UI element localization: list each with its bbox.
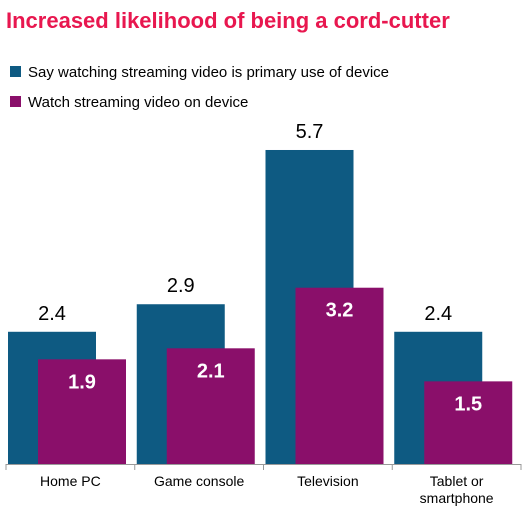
x-tick-label-tablet-or-smartphone: Tablet or smartphone xyxy=(420,473,494,506)
value-label-television-series-1: 3.2 xyxy=(326,300,354,322)
value-label-game-console-series-1: 2.1 xyxy=(197,360,225,382)
value-label-tablet-or-smartphone-series-1: 1.5 xyxy=(454,393,482,415)
legend-swatch-watch-streaming xyxy=(10,96,21,107)
value-label-television-series-0: 5.7 xyxy=(296,121,324,143)
legend-label-primary-use: Say watching streaming video is primary … xyxy=(28,64,389,81)
legend-swatch-primary-use xyxy=(10,66,21,77)
bar-game-console-series-1 xyxy=(166,348,255,464)
value-label-home-pc-series-1: 1.9 xyxy=(68,371,96,393)
legend: Say watching streaming video is primary … xyxy=(10,64,389,111)
x-ticks-layer xyxy=(5,464,522,470)
bar-tablet-or-smartphone-series-1 xyxy=(424,381,513,464)
bar-home-pc-series-1 xyxy=(38,359,126,464)
bars-layer xyxy=(8,149,513,464)
x-tick-label-game-console: Game console xyxy=(154,473,244,489)
x-tick-label-television: Television xyxy=(297,473,358,489)
value-label-game-console-series-0: 2.9 xyxy=(167,275,195,297)
value-label-home-pc-series-0: 2.4 xyxy=(38,303,66,325)
legend-label-watch-streaming: Watch streaming video on device xyxy=(28,94,248,111)
value-labels-layer: 2.4 1.9 2.9 2.1 5.7 3.2 2.4 1.5 xyxy=(38,121,482,415)
x-tick-labels-layer: Home PC Game console Television Tablet or sm… xyxy=(40,473,494,506)
x-tick-label-home-pc: Home PC xyxy=(40,473,101,489)
bar-television-series-1 xyxy=(295,287,384,464)
chart-title: Increased likelihood of being a cord-cut… xyxy=(6,8,450,33)
value-label-tablet-or-smartphone-series-0: 2.4 xyxy=(424,303,452,325)
